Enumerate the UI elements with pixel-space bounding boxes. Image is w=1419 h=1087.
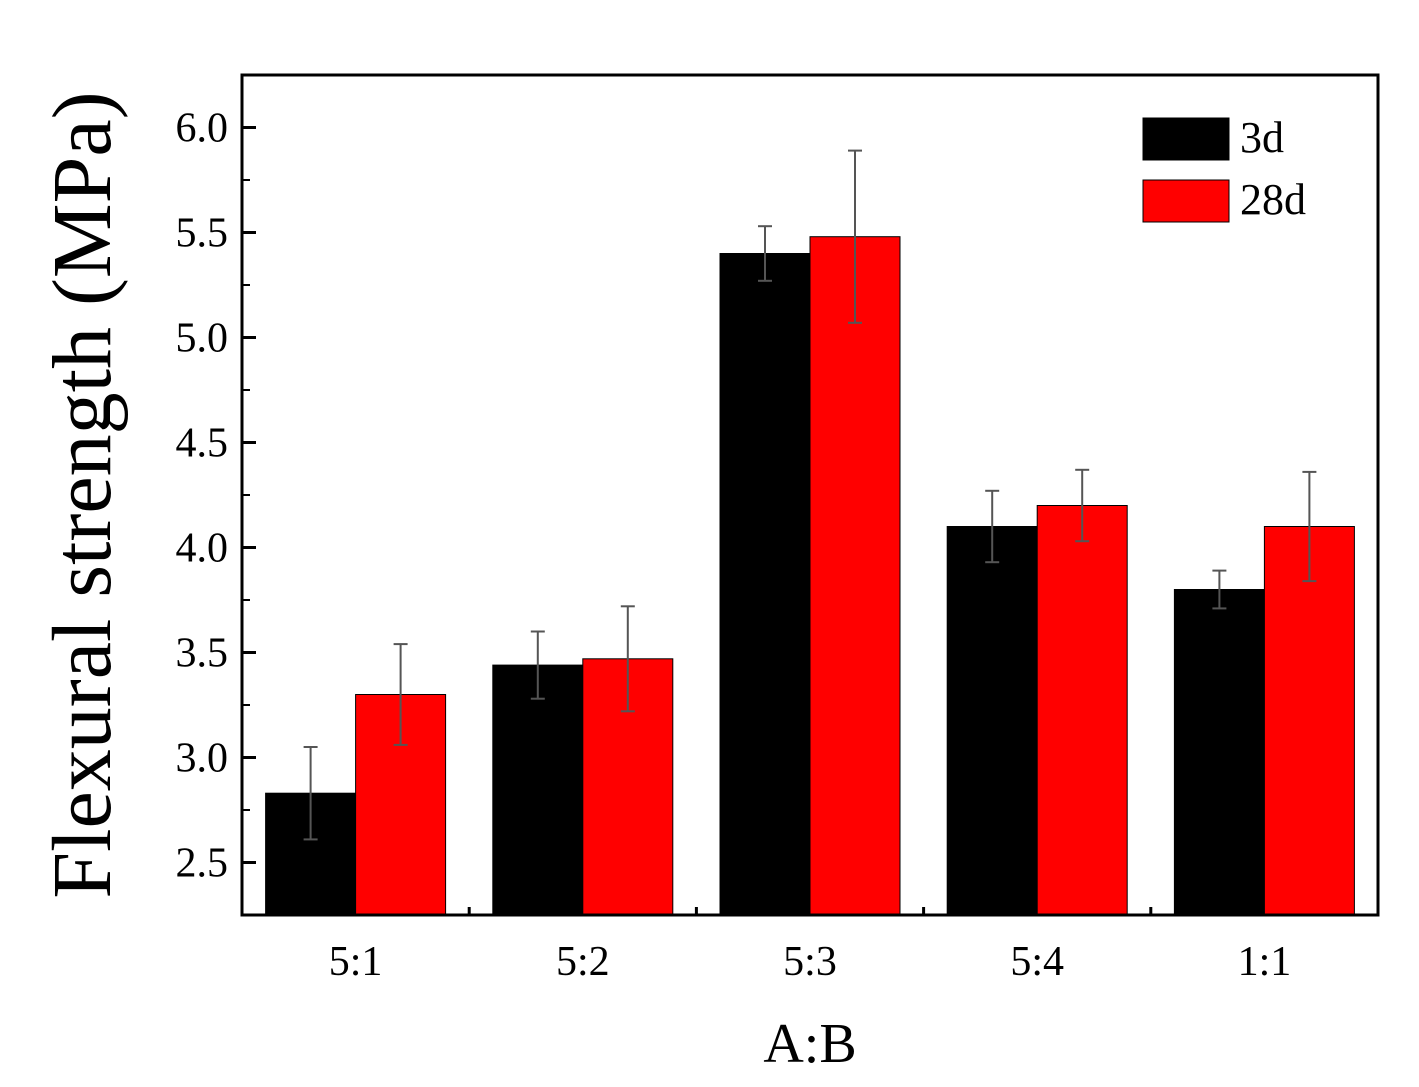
error-bar-28d-1-1 <box>1302 470 1317 583</box>
x-tick-label-1-1: 1:1 <box>1238 939 1292 985</box>
legend-swatch-28d <box>1142 179 1230 223</box>
legend-label-3d: 3d <box>1240 113 1284 162</box>
legend: 3d 28d <box>1142 113 1306 224</box>
x-tick-label-5-4: 5:4 <box>1010 939 1064 985</box>
error-bar-28d-5-3 <box>848 149 862 324</box>
error-bar-28d-5-4 <box>1075 468 1090 543</box>
bar-28d-5-3 <box>809 236 901 916</box>
y-tick-label-3.0: 3.0 <box>176 736 229 782</box>
bars-layer <box>265 236 1355 916</box>
error-bar-3d-5-1 <box>303 746 318 841</box>
y-tick-label-4.0: 4.0 <box>176 526 229 572</box>
bar-3d-5-3 <box>719 253 811 916</box>
bar-3d-5-2 <box>492 664 584 916</box>
y-axis-title: Flexural strength (MPa) <box>36 91 129 898</box>
x-tick-label-5-2: 5:2 <box>556 939 610 985</box>
legend-swatch-3d <box>1142 117 1230 161</box>
bar-3d-5-4 <box>946 526 1038 916</box>
y-tick-label-6.0: 6.0 <box>176 106 229 152</box>
error-bar-3d-1-1 <box>1212 569 1227 610</box>
bar-3d-1-1 <box>1173 589 1265 916</box>
y-tick-label-4.5: 4.5 <box>176 421 229 467</box>
x-tick-label-5-3: 5:3 <box>783 939 837 985</box>
x-axis-title: A:B <box>763 1013 856 1075</box>
y-tick-label-3.5: 3.5 <box>176 631 229 677</box>
error-bar-28d-5-2 <box>620 605 635 713</box>
error-bar-28d-5-1 <box>393 643 408 746</box>
y-axis: 2.5 3.0 3.5 4.0 4.5 5.0 5.5 6.0 <box>176 106 256 887</box>
legend-label-28d: 28d <box>1240 175 1306 224</box>
error-bar-3d-5-4 <box>985 489 1000 564</box>
error-bar-3d-5-3 <box>758 225 772 282</box>
y-tick-label-2.5: 2.5 <box>176 841 229 887</box>
bar-28d-5-4 <box>1036 505 1128 916</box>
x-axis: 5:1 5:2 5:3 5:4 1:1 <box>329 907 1291 985</box>
error-bars-layer <box>303 149 1317 841</box>
bar-28d-1-1 <box>1263 526 1355 916</box>
error-bar-3d-5-2 <box>530 630 545 700</box>
x-tick-label-5-1: 5:1 <box>329 939 383 985</box>
y-tick-label-5.5: 5.5 <box>176 211 229 257</box>
y-tick-label-5.0: 5.0 <box>176 316 229 362</box>
